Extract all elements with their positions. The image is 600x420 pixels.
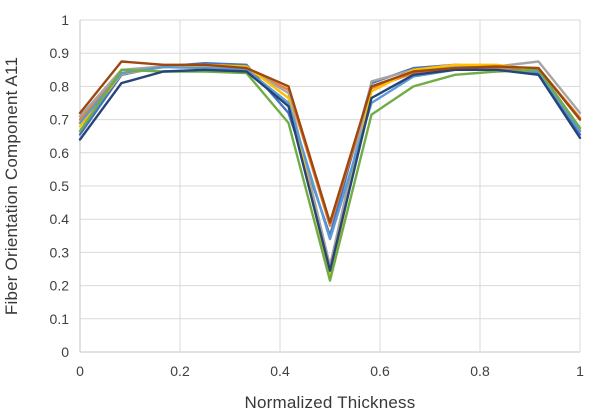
x-tick-label: 0.8 — [470, 363, 490, 379]
series-line-6 — [78, 68, 582, 282]
y-tick-label: 0.7 — [50, 112, 70, 128]
y-axis-title: Fiber Orientation Component A11 — [2, 57, 21, 315]
y-tick-label: 0.6 — [50, 145, 70, 161]
series-line-8 — [78, 60, 582, 224]
y-tick-label: 0.8 — [50, 78, 70, 94]
x-tick-label: 0 — [76, 363, 84, 379]
x-tick-label: 1 — [576, 363, 584, 379]
series-line-2 — [78, 65, 582, 228]
series-line-1 — [78, 62, 582, 238]
tick-labels: 0 0.1 0.2 0.3 0.4 0.5 0.6 0.7 0.8 0.9 1 0 0.2 0.4 0.6 0… — [50, 12, 585, 379]
y-tick-label: 0.3 — [50, 244, 70, 260]
y-tick-label: 0.5 — [50, 178, 70, 194]
y-tick-label: 0 — [61, 344, 69, 360]
x-tick-label: 0.2 — [170, 363, 190, 379]
x-tick-label: 0.4 — [270, 363, 290, 379]
series-line-7 — [78, 68, 582, 272]
x-axis-title: Normalized Thickness — [245, 393, 416, 412]
y-tick-label: 0.1 — [50, 311, 70, 327]
x-tick-label: 0.6 — [370, 363, 390, 379]
series-lines — [78, 60, 582, 282]
y-tick-label: 0.2 — [50, 278, 70, 294]
y-tick-label: 0.9 — [50, 45, 70, 61]
series-line-4 — [78, 63, 582, 277]
y-tick-label: 0.4 — [50, 211, 70, 227]
y-tick-label: 1 — [61, 12, 69, 28]
